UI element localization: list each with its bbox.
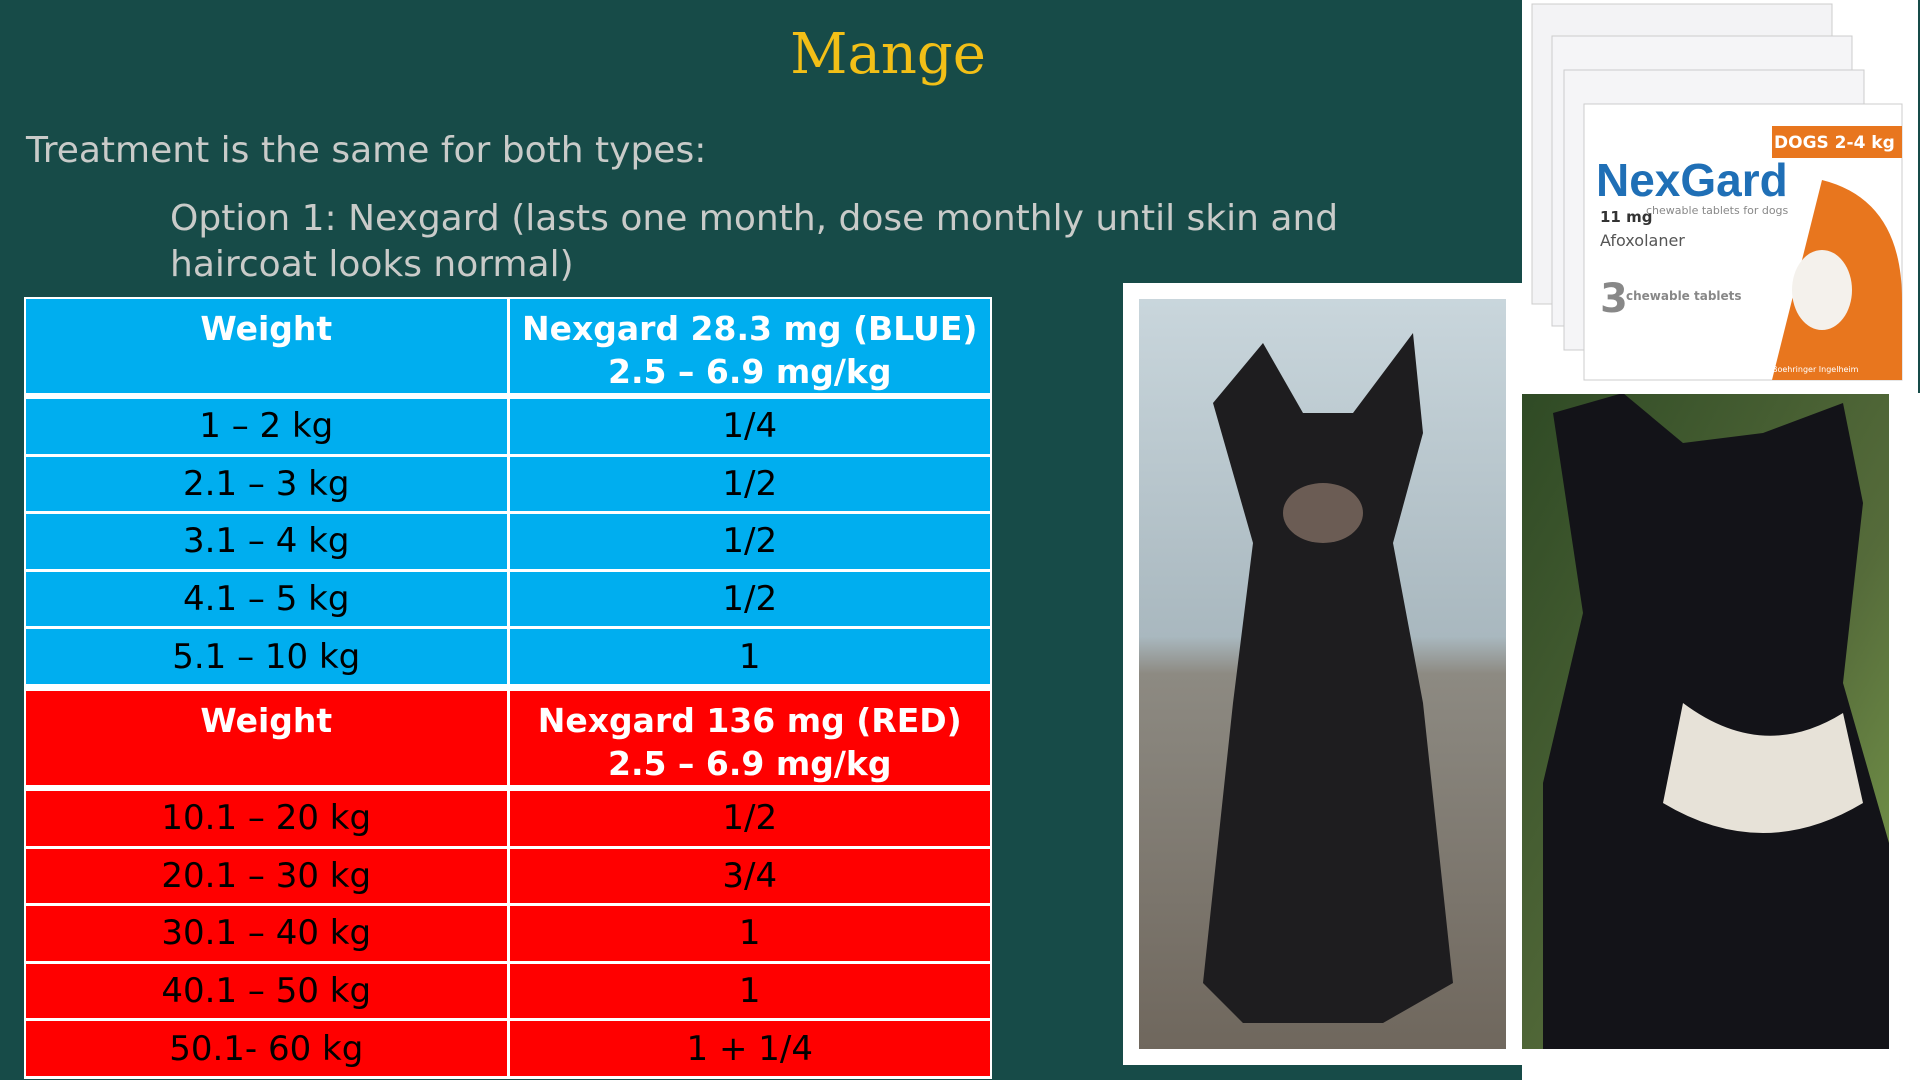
- table-row: 10.1 – 20 kg 1/2: [26, 791, 990, 849]
- dose-table-blue: Weight Nexgard 28.3 mg (BLUE) 2.5 – 6.9 mg…: [24, 297, 992, 689]
- table-cell: 3.1 – 4 kg: [183, 521, 350, 562]
- table-cell: 30.1 – 40 kg: [161, 913, 372, 954]
- table-cell: 3/4: [506, 848, 991, 904]
- product-count-label: chewable tablets: [1626, 289, 1742, 303]
- product-weight: DOGS 2-4 kg: [1774, 133, 1895, 153]
- table-cell: 1/2: [506, 514, 991, 569]
- product-count: 3: [1600, 276, 1628, 322]
- header-dose: 2.5 – 6.9 mg/kg: [607, 744, 892, 783]
- table-cell: 1 – 2 kg: [199, 406, 334, 447]
- product-dog: [1792, 250, 1852, 330]
- table-row: 2.1 – 3 kg 1/2: [26, 456, 991, 515]
- subtitle: Treatment is the same for both types:: [26, 130, 707, 171]
- table-cell: 2.1 – 3 kg: [183, 463, 350, 504]
- table-cell: 1/2: [506, 791, 991, 846]
- header-product: Nexgard 28.3 mg (BLUE): [522, 309, 978, 348]
- table-cell: 10.1 – 20 kg: [161, 798, 372, 839]
- table-row: 30.1 – 40 kg 1: [26, 906, 990, 964]
- table-row: 1 – 2 kg 1/4: [26, 399, 990, 457]
- table-cell: 1 + 1/4: [506, 1021, 991, 1076]
- product-maker: Boehringer Ingelheim: [1772, 365, 1859, 374]
- product-form: chewable tablets for dogs: [1646, 204, 1789, 217]
- table-cell: 1/2: [506, 456, 991, 512]
- table-cell: 1: [506, 963, 991, 1019]
- table-cell: 5.1 – 10 kg: [172, 636, 361, 677]
- table-row: 3.1 – 4 kg 1/2: [26, 514, 990, 572]
- header-cell: Weight: [200, 309, 333, 348]
- dog-silhouette: [1203, 333, 1453, 1023]
- weight-band: [1772, 126, 1902, 158]
- table-header: Weight Nexgard 136 mg (RED) 2.5 – 6.9 mg/k…: [26, 691, 990, 791]
- table-cell: 4.1 – 5 kg: [183, 579, 350, 620]
- dog-chest: [1663, 703, 1863, 833]
- table-row: 50.1- 60 kg 1 + 1/4: [26, 1021, 990, 1079]
- table-row: 5.1 – 10 kg 1: [26, 629, 990, 687]
- table-cell: 40.1 – 50 kg: [161, 971, 372, 1012]
- table-cell: 1: [506, 906, 991, 961]
- table-cell: 20.1 – 30 kg: [161, 855, 372, 896]
- table-cell: 50.1- 60 kg: [169, 1028, 364, 1069]
- option-text: Option 1: Nexgard (lasts one month, dose…: [170, 198, 1339, 285]
- product-ingredient: Afoxolaner: [1600, 231, 1685, 250]
- product-brand: NexGard: [1596, 154, 1788, 206]
- table-row: 4.1 – 5 kg 1/2: [26, 571, 991, 630]
- product-strength: 11 mg: [1600, 208, 1652, 226]
- table-cell: 1/2: [506, 571, 991, 627]
- slide-title: Mange: [790, 22, 986, 87]
- header-cell: Weight: [200, 701, 333, 740]
- table-cell: 1: [506, 629, 991, 684]
- dog-silhouette: [1543, 393, 1889, 1049]
- header-dose: 2.5 – 6.9 mg/kg: [607, 352, 892, 391]
- dose-table-red: Weight Nexgard 136 mg (RED) 2.5 – 6.9 mg/k…: [24, 689, 992, 1079]
- header-product: Nexgard 136 mg (RED): [537, 701, 962, 740]
- header-cell: Nexgard 28.3 mg (BLUE) 2.5 – 6.9 mg/kg: [506, 299, 991, 393]
- dog-muzzle: [1283, 483, 1363, 543]
- header-cell: Nexgard 136 mg (RED) 2.5 – 6.9 mg/kg: [506, 691, 991, 785]
- product-box-image: Boehringer Ingelheim DOGS 2-4 kg NexGard…: [1522, 0, 1918, 394]
- table-row: 20.1 – 30 kg 3/4: [26, 848, 991, 907]
- table-row: 40.1 – 50 kg 1: [26, 963, 991, 1022]
- table-header: Weight Nexgard 28.3 mg (BLUE) 2.5 – 6.9 mg…: [26, 299, 990, 399]
- photo-panel: [1123, 283, 1920, 1080]
- table-cell: 1/4: [506, 399, 991, 454]
